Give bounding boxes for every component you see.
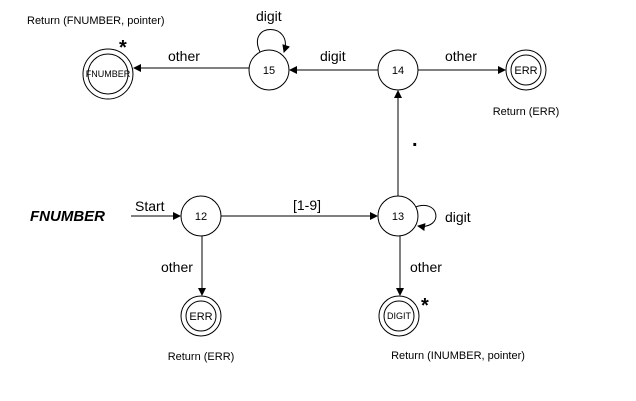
state-12: 12 <box>180 195 222 237</box>
edge-label-15-fnumber: other <box>168 48 200 64</box>
state-13: 13 <box>377 195 419 237</box>
edge-label-12-err: other <box>161 259 193 275</box>
return-fnumber: Return (FNUMBER, pointer) <box>27 15 165 27</box>
edge-label-13-14: . <box>412 129 418 151</box>
state-12-label: 12 <box>195 211 207 223</box>
star-mark-digit: * <box>421 295 429 317</box>
edge-13-self <box>412 205 437 231</box>
state-13-label: 13 <box>392 211 404 223</box>
return-err-top: Return (ERR) <box>493 106 560 118</box>
state-15: 15 <box>248 49 290 91</box>
edge-label-start: Start <box>135 198 165 214</box>
state-err-top: ERR <box>505 49 547 91</box>
diagram-title: FNUMBER <box>30 208 105 225</box>
edge-label-13-digit: other <box>410 259 442 275</box>
star-mark-fnumber: * <box>119 37 127 59</box>
state-err-top-label: ERR <box>514 65 537 77</box>
state-14: 14 <box>377 49 419 91</box>
state-fnumber-label: FNUMBER <box>86 69 131 79</box>
edge-label-12-13: [1-9] <box>293 197 321 213</box>
state-err-bottom: ERR <box>180 295 222 337</box>
state-err-bottom-label: ERR <box>189 311 212 323</box>
edge-15-self <box>257 29 291 53</box>
state-digit-final: DIGIT <box>378 295 420 337</box>
edge-label-13-self: digit <box>445 209 471 225</box>
return-err-bottom: Return (ERR) <box>168 351 235 363</box>
edge-label-15-self: digit <box>256 8 282 24</box>
edge-label-14-err: other <box>445 48 477 64</box>
edge-label-14-15: digit <box>320 48 346 64</box>
state-digit-label: DIGIT <box>387 311 412 321</box>
return-inumber: Return (INUMBER, pointer) <box>391 350 525 362</box>
state-15-label: 15 <box>263 65 275 77</box>
state-fnumber-final: FNUMBER <box>82 48 134 100</box>
state-14-label: 14 <box>392 65 404 77</box>
